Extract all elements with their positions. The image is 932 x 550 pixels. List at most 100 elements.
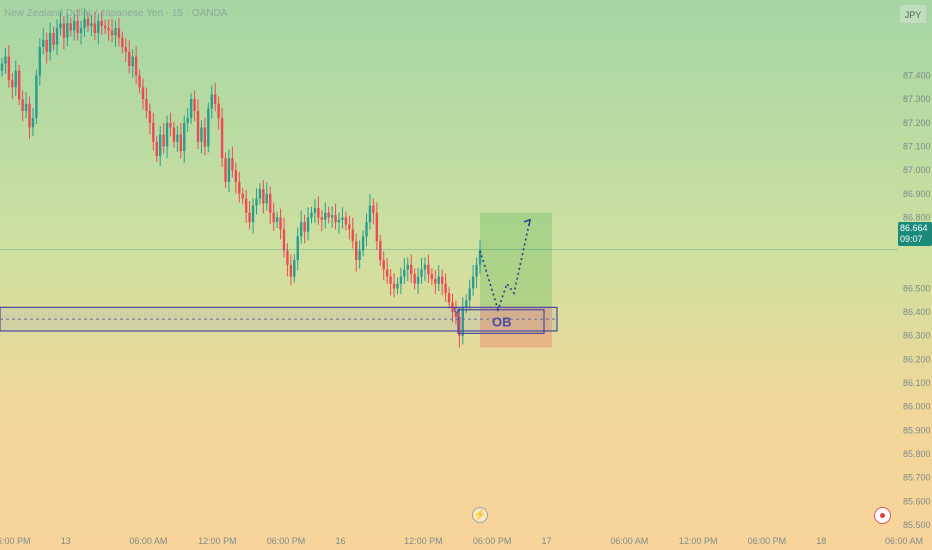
candle-body (110, 30, 114, 36)
y-tick-label: 87.300 (903, 94, 931, 104)
x-tick-label: 12:00 PM (198, 536, 237, 546)
candle-body (214, 94, 217, 104)
x-axis: 06:00 PM 13 06:00 AM 12:00 PM 06:00 PM 16 12:0… (0, 536, 923, 546)
candle-body (0, 63, 4, 71)
x-tick-label: 06:00 AM (885, 536, 923, 546)
candle-body (461, 307, 465, 336)
candle-body (179, 134, 183, 152)
candle-body (217, 103, 220, 119)
candle-body (79, 28, 83, 33)
candle-body (265, 193, 268, 204)
y-tick-label: 85.800 (903, 449, 931, 459)
y-tick-label: 87.400 (903, 70, 931, 80)
candle-body (334, 215, 337, 223)
candle-body (220, 118, 224, 159)
candle-body (420, 269, 423, 277)
candle-body (124, 47, 127, 52)
last-price-value: 86.664 (900, 223, 928, 233)
candle-body (365, 222, 368, 237)
candle-body (313, 207, 317, 213)
x-tick-label: 17 (542, 536, 552, 546)
candle-body (310, 212, 313, 218)
candle-body (330, 215, 334, 218)
candle-body (434, 278, 437, 284)
candle-body (165, 122, 169, 147)
candle-body (468, 288, 471, 301)
candle-body (24, 103, 28, 111)
y-tick-label: 86.000 (903, 402, 931, 412)
x-tick-label: 06:00 PM (267, 536, 306, 546)
candle-body (478, 250, 482, 265)
candle-body (286, 250, 289, 265)
candle-body (289, 264, 293, 277)
candle-body (444, 283, 447, 294)
candle-body (348, 224, 351, 230)
candle-body (186, 118, 189, 123)
candle-body (11, 80, 14, 88)
candle-body (117, 28, 121, 38)
candle-body (317, 207, 320, 218)
candle-body (375, 212, 379, 242)
last-price-badge: 86.664 09:07 (898, 222, 932, 246)
candle-body (324, 212, 327, 220)
candle-body (361, 236, 365, 251)
x-tick-label: 13 (61, 536, 71, 546)
candle-body (97, 21, 100, 33)
candle-body (275, 217, 279, 223)
candle-body (103, 25, 107, 29)
candle-body (138, 75, 141, 88)
candle-body (100, 21, 103, 26)
y-tick-label: 86.400 (903, 307, 931, 317)
candle-body (299, 222, 303, 237)
candle-body (234, 170, 238, 182)
y-tick-label: 86.900 (903, 189, 931, 199)
candle-body (93, 23, 97, 33)
candle-body (90, 23, 93, 26)
candle-body (303, 222, 306, 232)
candle-body (427, 264, 430, 275)
y-tick-label: 86.100 (903, 378, 931, 388)
candle-body (231, 158, 234, 171)
candle-body (193, 99, 196, 111)
candle-body (200, 127, 203, 142)
candle-body (196, 110, 200, 142)
candle-body (189, 99, 193, 119)
lightning-icon[interactable]: ⚡ (472, 507, 488, 523)
candle-body (210, 94, 213, 109)
candle-body (62, 23, 66, 38)
mini-order-block (457, 309, 545, 334)
candle-body (396, 283, 399, 289)
currency-badge[interactable]: JPY (899, 4, 927, 24)
candle-body (128, 51, 131, 67)
y-tick-label: 86.800 (903, 212, 931, 222)
candle-body (73, 21, 76, 31)
candle-body (48, 32, 52, 52)
candle-body (83, 18, 86, 29)
candle-body (17, 70, 21, 100)
y-axis: 87.400 87.300 87.200 87.100 87.000 86.900 86.8… (903, 70, 931, 530)
record-icon[interactable] (874, 507, 891, 524)
candle-body (399, 276, 403, 284)
x-tick-label: 12:00 PM (404, 536, 443, 546)
y-tick-label: 85.900 (903, 425, 931, 435)
candle-body (355, 241, 358, 261)
candle-body (4, 56, 7, 64)
low-marker (454, 306, 460, 313)
projection-arrowhead (523, 218, 531, 226)
candle-body (382, 260, 385, 270)
candle-body (66, 23, 69, 38)
candle-body (152, 122, 155, 142)
candle-body (337, 219, 341, 223)
y-tick-label: 87.100 (903, 141, 931, 151)
candle-body (269, 193, 272, 213)
candle-body (379, 241, 382, 261)
candle-body (413, 274, 416, 284)
candle-body (320, 217, 324, 220)
candle-body (251, 205, 255, 223)
candle-countdown: 09:07 (900, 234, 923, 244)
candle-body (107, 28, 110, 31)
candle-body (42, 40, 45, 48)
target-zone (480, 212, 552, 308)
